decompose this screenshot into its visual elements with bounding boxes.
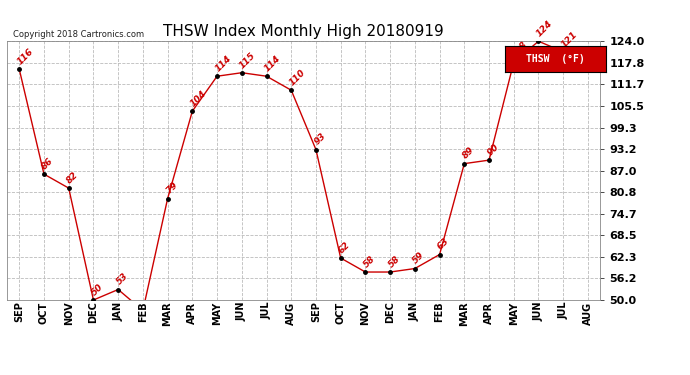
Text: 58: 58	[386, 254, 402, 269]
Text: 50: 50	[90, 282, 105, 297]
Text: 118: 118	[510, 40, 530, 59]
Text: 62: 62	[337, 240, 352, 255]
Text: 104: 104	[188, 89, 208, 108]
Text: 90: 90	[485, 142, 500, 158]
Text: 114: 114	[263, 54, 282, 74]
Text: 59: 59	[411, 251, 426, 266]
Text: 53: 53	[115, 272, 130, 287]
Text: 115: 115	[238, 50, 257, 70]
Text: 116: 116	[584, 47, 604, 66]
Text: Copyright 2018 Cartronics.com: Copyright 2018 Cartronics.com	[13, 30, 144, 39]
Text: 93: 93	[313, 132, 328, 147]
Text: 58: 58	[362, 254, 377, 269]
Text: 121: 121	[560, 29, 579, 49]
Text: 116: 116	[16, 47, 35, 66]
Text: 63: 63	[436, 237, 451, 252]
Title: THSW Index Monthly High 20180919: THSW Index Monthly High 20180919	[164, 24, 444, 39]
Text: 86: 86	[40, 156, 55, 171]
Text: 114: 114	[213, 54, 233, 74]
Text: 82: 82	[65, 170, 80, 185]
Text: 79: 79	[164, 181, 179, 196]
Text: 124: 124	[535, 19, 554, 39]
Text: 110: 110	[288, 68, 307, 87]
Text: 47: 47	[0, 374, 1, 375]
Text: 89: 89	[461, 146, 476, 161]
